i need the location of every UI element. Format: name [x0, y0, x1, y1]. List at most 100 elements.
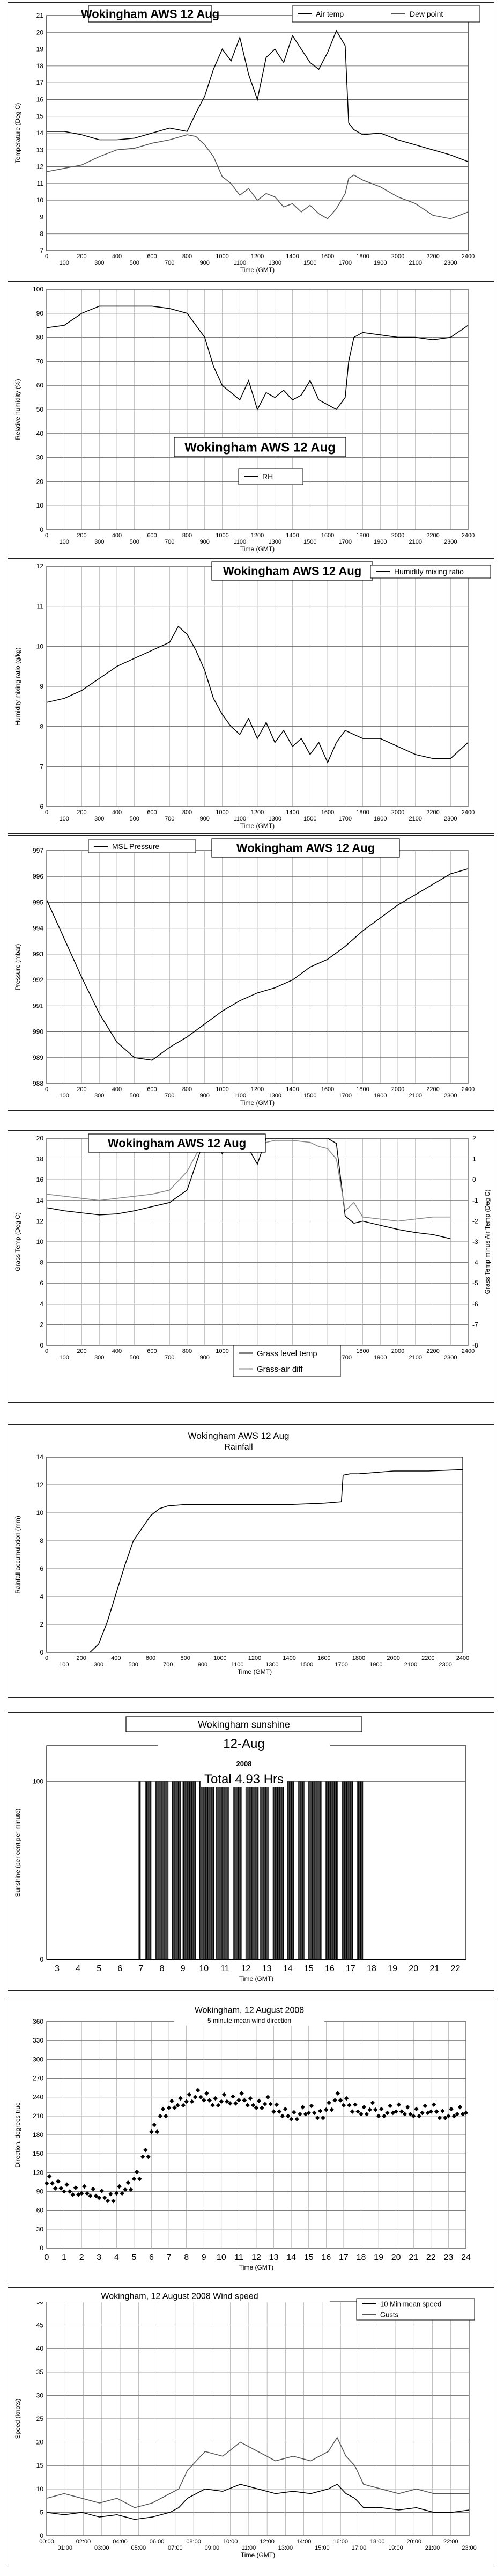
x-tick-label-top: 1200 — [251, 1086, 264, 1093]
x-tick-label: 9 — [181, 1964, 186, 1973]
note-bg — [201, 1758, 287, 1787]
series-line — [47, 2484, 469, 2520]
y-tick-label: 20 — [36, 478, 44, 485]
y-tick-label: 10 — [36, 642, 44, 650]
x-tick-label-bottom: 11:00 — [242, 2545, 256, 2551]
x-tick-label: 1 — [62, 2253, 66, 2262]
x-tick-label-top: 14:00 — [297, 2538, 312, 2545]
x-tick-label-top: 1800 — [356, 1348, 369, 1355]
y-tick-label: 8 — [40, 1537, 43, 1545]
x-tick-label-top: 600 — [147, 253, 157, 260]
y-axis-label: Speed (knots) — [14, 2399, 21, 2439]
x-tick-label-top: 1200 — [251, 253, 264, 260]
title-box — [88, 5, 212, 23]
x-tick-label-top: 1000 — [216, 253, 228, 260]
x-tick-label-top: 1400 — [286, 1086, 299, 1093]
x-tick-label-bottom: 01:00 — [57, 2545, 72, 2551]
x-tick-label: 20 — [409, 1964, 418, 1973]
x-tick-label-bottom: 2100 — [409, 816, 422, 822]
y2-tick-label: -6 — [472, 1300, 478, 1308]
x-tick-label-top: 22:00 — [443, 2538, 458, 2545]
x-tick-label-top: 200 — [77, 1348, 86, 1355]
y-tick-label: 10 — [36, 502, 44, 509]
x-tick-label-top: 0 — [45, 1086, 48, 1093]
x-tick-label-bottom: 17:00 — [352, 2545, 367, 2551]
x-tick-label-top: 1600 — [321, 532, 334, 539]
x-tick-label-top: 12:00 — [260, 2538, 275, 2545]
chart-title: Wokingham, 12 August 2008 — [195, 2006, 304, 2015]
x-tick-label-top: 0 — [45, 1348, 48, 1355]
x-tick-label-top: 600 — [147, 1348, 157, 1355]
x-tick-label-top: 2000 — [391, 1348, 404, 1355]
y-tick-label: 4 — [40, 1593, 43, 1600]
x-tick-label-top: 1800 — [356, 1086, 369, 1093]
y-tick-label: 10 — [36, 1238, 44, 1246]
legend-box — [356, 2298, 475, 2321]
x-tick-label: 10 — [217, 2253, 226, 2262]
x-tick-label-bottom: 300 — [94, 1355, 104, 1361]
y-tick-label: 12 — [36, 1481, 44, 1489]
x-tick-label: 14 — [283, 1964, 293, 1973]
y-tick-label: 60 — [36, 2207, 44, 2214]
x-tick-label: 13 — [262, 1964, 272, 1973]
x-tick-label-top: 200 — [77, 253, 86, 260]
y-tick-label: 16 — [36, 96, 44, 103]
y-tick-label: 11 — [37, 603, 44, 610]
x-tick-label: 16 — [321, 2253, 331, 2262]
y-tick-label: 9 — [40, 683, 43, 690]
y-tick-label: 20 — [36, 28, 44, 36]
x-tick-label-bottom: 500 — [128, 1662, 138, 1668]
x-tick-label-top: 1400 — [283, 1655, 295, 1662]
y-tick-label: 15 — [36, 113, 44, 120]
x-tick-label-bottom: 1500 — [303, 260, 316, 266]
x-tick-label: 15 — [304, 1964, 314, 1973]
x-tick-label-bottom: 2100 — [409, 1355, 422, 1361]
x-tick-label-top: 2400 — [462, 1086, 475, 1093]
x-tick-label-bottom: 1900 — [374, 1355, 387, 1361]
x-tick-label-bottom: 1100 — [233, 816, 246, 822]
x-tick-label-top: 06:00 — [150, 2538, 165, 2545]
x-tick-label: 3 — [97, 2253, 101, 2262]
x-axis-label: Time (GMT) — [239, 1975, 273, 1982]
y-axis-label: Rainfall accumulation (mm) — [14, 1516, 21, 1593]
x-tick-label-bottom: 1900 — [374, 260, 387, 266]
x-tick-label-top: 2000 — [391, 1086, 404, 1093]
chart-title: Wokingham AWS 12 Aug — [236, 841, 375, 855]
y-tick-label: 25 — [36, 2415, 44, 2423]
x-tick-label-top: 1000 — [216, 809, 228, 816]
scatter-point — [44, 2181, 49, 2186]
y-tick-label: 30 — [36, 2226, 44, 2233]
scatter-point — [178, 2096, 183, 2101]
x-tick-label-top: 1800 — [356, 532, 369, 539]
chart-title: Wokingham AWS 12 Aug — [188, 1431, 290, 1441]
x-tick-label-top: 2400 — [462, 809, 475, 816]
chart-title: Wokingham AWS 12 Aug — [184, 440, 336, 455]
x-tick-label-bottom: 15:00 — [315, 2545, 330, 2551]
x-tick-label-bottom: 100 — [59, 1662, 69, 1668]
y-tick-label: 180 — [33, 2131, 43, 2139]
x-tick-label-bottom: 09:00 — [205, 2545, 220, 2551]
y-tick-label: 5 — [40, 2508, 43, 2516]
x-tick-label-bottom: 2100 — [409, 539, 422, 545]
y2-tick-label: 0 — [472, 1176, 476, 1183]
y-tick-label: 0 — [40, 2244, 43, 2252]
x-tick-label-top: 1400 — [286, 253, 299, 260]
x-tick-label-top: 20:00 — [406, 2538, 421, 2545]
x-tick-label-top: 400 — [112, 253, 122, 260]
x-tick-label-bottom: 900 — [200, 260, 210, 266]
y-tick-label: 20 — [36, 2439, 44, 2446]
x-tick-label: 14 — [286, 2253, 296, 2262]
chart-svg: 0510152025303540455000:0002:0004:0006:00… — [14, 2290, 477, 2559]
x-tick-label-top: 600 — [147, 809, 157, 816]
x-tick-label-bottom: 2100 — [404, 1662, 417, 1668]
x-tick-label-top: 1200 — [251, 809, 264, 816]
y-tick-label: 70 — [36, 357, 44, 365]
scatter-point — [213, 2096, 218, 2101]
x-tick-label-top: 800 — [182, 809, 192, 816]
x-tick-label: 6 — [117, 1964, 122, 1973]
series-line — [47, 625, 468, 764]
title-box — [211, 838, 400, 858]
x-tick-label-bottom: 2100 — [409, 260, 422, 266]
x-tick-label: 5 — [97, 1964, 101, 1973]
